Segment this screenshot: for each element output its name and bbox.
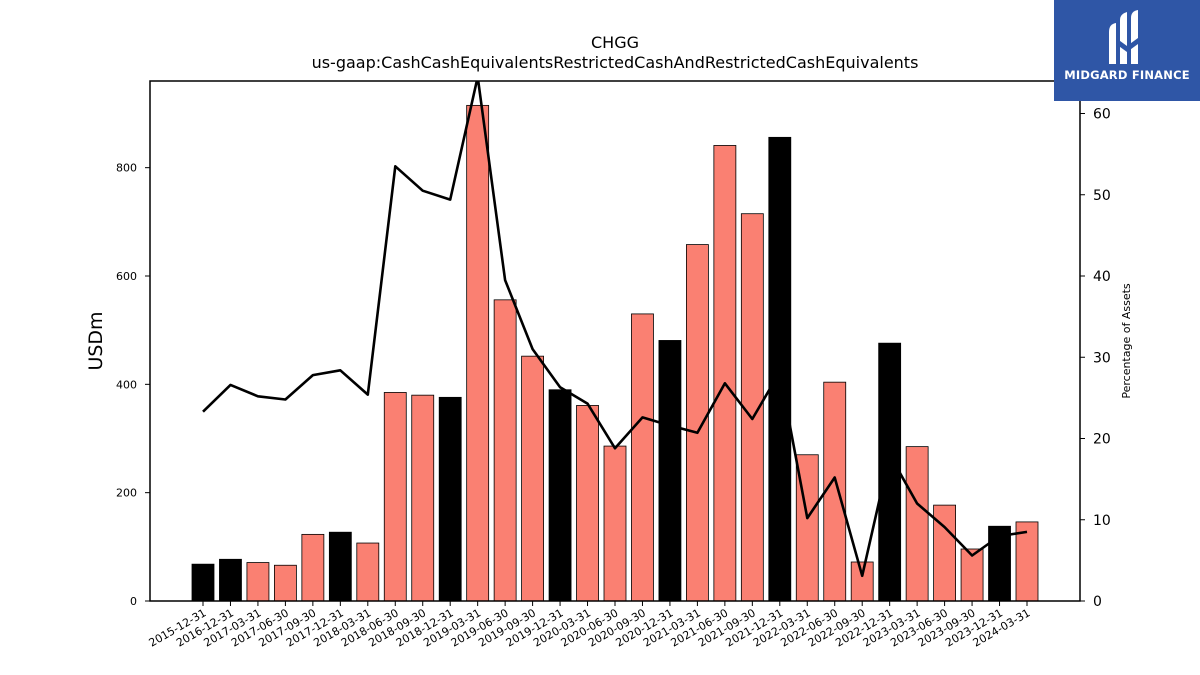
y2-tick-label: 0 (1093, 594, 1102, 610)
bar-2018-03-31 (356, 542, 380, 602)
bar-2016-12-31 (219, 558, 242, 602)
bar-2022-09-30 (850, 561, 874, 602)
line-layer (202, 81, 1028, 578)
bar-2019-06-30 (493, 299, 517, 602)
y-tick-label: 200 (116, 487, 137, 500)
y-tick-label: 400 (116, 378, 137, 391)
y2-tick-label: 10 (1093, 513, 1111, 529)
bar-2018-09-30 (411, 394, 435, 602)
bar-2018-12-31 (438, 396, 462, 602)
y-tick-label: 800 (116, 162, 137, 175)
y2-tick-label: 50 (1093, 188, 1111, 204)
bar-2015-12-31 (191, 563, 215, 602)
bar-2020-12-31 (658, 340, 682, 602)
bar-2017-06-30 (273, 564, 297, 602)
bar-2017-09-30 (301, 533, 325, 602)
percentage-line (202, 81, 1028, 578)
chart-title: CHGG (591, 33, 639, 52)
bar-2021-06-30 (713, 145, 737, 602)
bar-2019-09-30 (521, 355, 544, 602)
bar-2020-03-31 (576, 405, 599, 602)
chart-subtitle: us-gaap:CashCashEquivalentsRestrictedCas… (311, 53, 919, 72)
bar-2019-03-31 (466, 104, 490, 602)
midgard-logo-icon (1109, 10, 1138, 64)
bar-2017-03-31 (246, 562, 270, 602)
y2-tick-label: 60 (1093, 107, 1111, 123)
bar-2021-03-31 (686, 244, 709, 602)
y2-tick-label: 30 (1093, 350, 1111, 366)
y-tick-label: 600 (116, 270, 137, 283)
bar-2019-12-31 (548, 389, 572, 602)
bar-2023-03-31 (905, 446, 929, 602)
bar-2023-09-30 (960, 548, 984, 602)
bar-2022-12-31 (878, 342, 902, 602)
bar-2022-06-30 (823, 381, 847, 602)
bar-2020-06-30 (603, 445, 627, 602)
y2-tick-label: 40 (1093, 269, 1111, 285)
y-tick-label: 0 (130, 595, 137, 608)
y2-tick-label: 20 (1093, 432, 1111, 448)
y2-axis-label: Percentage of Assets (1120, 283, 1133, 399)
bars-layer (191, 104, 1039, 602)
bar-2020-09-30 (631, 313, 654, 602)
brand-badge: MIDGARD FINANCE (1054, 0, 1200, 101)
bar-2021-12-31 (768, 136, 792, 602)
brand-name: MIDGARD FINANCE (1064, 68, 1190, 82)
y-axis-label: USDm (85, 311, 107, 370)
bar-2018-06-30 (383, 392, 407, 602)
bar-2017-12-31 (328, 531, 352, 602)
